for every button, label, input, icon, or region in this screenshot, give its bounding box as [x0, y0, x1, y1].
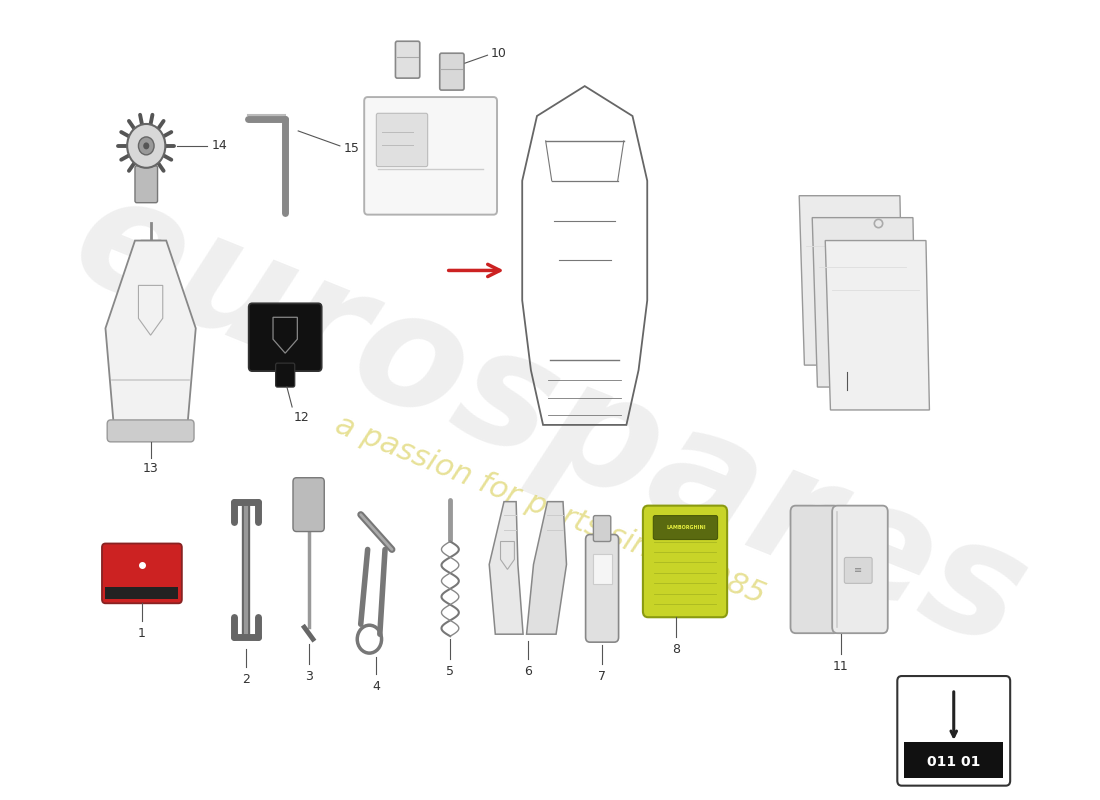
Polygon shape: [106, 241, 196, 430]
Circle shape: [128, 124, 165, 168]
FancyBboxPatch shape: [376, 114, 428, 166]
FancyBboxPatch shape: [102, 543, 182, 603]
Text: 3: 3: [305, 670, 312, 683]
Text: 4: 4: [373, 680, 381, 693]
Text: 2: 2: [242, 673, 250, 686]
Text: LAMBORGHINI: LAMBORGHINI: [667, 525, 706, 530]
Polygon shape: [825, 241, 930, 410]
FancyBboxPatch shape: [593, 515, 611, 542]
Text: 9: 9: [843, 395, 851, 408]
Text: 15: 15: [343, 142, 360, 155]
Text: 6: 6: [525, 665, 532, 678]
FancyBboxPatch shape: [106, 587, 178, 599]
Text: 14: 14: [211, 139, 227, 152]
Circle shape: [139, 137, 154, 155]
Text: 011 01: 011 01: [927, 754, 980, 769]
Text: eurospares: eurospares: [53, 159, 1047, 681]
FancyBboxPatch shape: [898, 676, 1010, 786]
Text: 8: 8: [672, 643, 680, 656]
Polygon shape: [490, 502, 524, 634]
FancyBboxPatch shape: [395, 42, 420, 78]
FancyBboxPatch shape: [107, 420, 194, 442]
Polygon shape: [812, 218, 916, 387]
FancyBboxPatch shape: [249, 303, 321, 371]
FancyBboxPatch shape: [135, 166, 157, 202]
Text: a passion for parts since 1985: a passion for parts since 1985: [331, 410, 769, 610]
Circle shape: [143, 142, 150, 150]
FancyBboxPatch shape: [904, 742, 1003, 778]
FancyBboxPatch shape: [593, 554, 612, 584]
FancyBboxPatch shape: [585, 534, 618, 642]
Polygon shape: [800, 196, 903, 365]
FancyBboxPatch shape: [642, 506, 727, 618]
FancyBboxPatch shape: [364, 97, 497, 214]
Text: 1: 1: [138, 627, 146, 640]
FancyBboxPatch shape: [293, 478, 324, 531]
FancyBboxPatch shape: [791, 506, 839, 633]
Text: 5: 5: [447, 665, 454, 678]
Text: 11: 11: [833, 660, 849, 673]
Polygon shape: [527, 502, 566, 634]
FancyBboxPatch shape: [440, 54, 464, 90]
FancyBboxPatch shape: [833, 506, 888, 633]
Text: ≡: ≡: [855, 566, 862, 575]
Text: 12: 12: [294, 411, 309, 424]
FancyBboxPatch shape: [653, 515, 717, 539]
Text: 10: 10: [491, 46, 507, 60]
Text: 7: 7: [598, 670, 606, 683]
Text: 13: 13: [143, 462, 158, 474]
FancyBboxPatch shape: [276, 363, 295, 387]
FancyBboxPatch shape: [845, 558, 872, 583]
